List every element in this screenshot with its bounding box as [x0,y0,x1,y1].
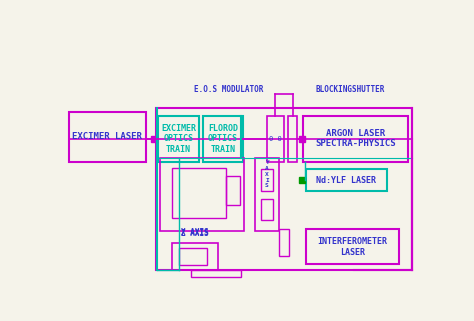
Bar [306,230,399,264]
Bar [299,177,305,183]
Bar [179,248,207,265]
Text: ARGON LASER
SPECTRA-PHYSICS: ARGON LASER SPECTRA-PHYSICS [315,129,396,148]
Bar [306,169,387,191]
Bar [255,158,279,231]
Bar [156,108,412,270]
Bar [279,230,289,256]
Bar [288,116,297,162]
Text: X AXIS: X AXIS [181,228,209,237]
Text: FLOROD
OPTICS
TRAIN: FLOROD OPTICS TRAIN [208,124,238,153]
Text: Y
A
X
I
S: Y A X I S [265,160,269,188]
Text: 0 0: 0 0 [269,135,282,142]
Bar [69,112,146,162]
Bar [303,116,408,162]
Text: E.O.S MODULATOR: E.O.S MODULATOR [193,85,263,94]
Text: EXCIMER
OPTICS
TRAIN: EXCIMER OPTICS TRAIN [161,124,196,153]
Text: Nd:YLF LASER: Nd:YLF LASER [316,176,376,185]
Bar [191,270,241,277]
Bar [202,116,243,162]
Bar [261,199,273,220]
Bar [172,243,218,270]
Bar [226,176,240,205]
Bar [160,158,244,231]
Bar [158,116,199,162]
Text: EXCIMER LASER: EXCIMER LASER [73,132,142,141]
Bar [172,168,226,218]
Bar [299,135,305,142]
Text: Z AXIS: Z AXIS [181,230,209,239]
Text: BLOCKINGSHUTTER: BLOCKINGSHUTTER [315,85,384,94]
Bar [151,135,157,142]
Bar [261,169,273,191]
Text: INTERFEROMETER
LASER: INTERFEROMETER LASER [317,237,387,256]
Bar [267,116,284,162]
